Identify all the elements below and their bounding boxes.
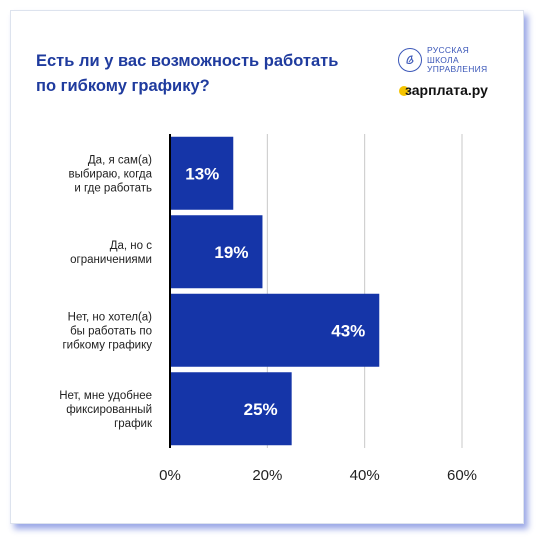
category-label-line: и где работать (74, 182, 152, 194)
category-label-line: фиксированный (66, 404, 152, 416)
category-label-0: Да, я сам(а) выбираю, когда и где работать (68, 154, 152, 194)
category-label-line: Нет, но хотел(а) (68, 311, 152, 323)
x-tick-label-0: 0% (159, 467, 181, 484)
rsu-emblem-icon (398, 48, 422, 73)
bar-3 (170, 372, 292, 446)
category-label-line: гибкому графику (62, 339, 152, 351)
bar-0 (170, 136, 234, 210)
category-label-line: график (114, 418, 153, 430)
category-label-line: выбираю, когда (68, 168, 152, 180)
bar-value-label-1: 19% (214, 243, 248, 262)
bar-value-label-3: 25% (244, 400, 278, 419)
category-label-line: Нет, мне удобнее (59, 390, 152, 402)
rsu-logo-line-1: РУССКАЯ (427, 45, 470, 55)
bar-value-label-0: 13% (185, 164, 219, 183)
bar-1 (170, 215, 263, 289)
zarplata-logo-text: зарплата.ру (405, 82, 488, 98)
zarplata-logo: зарплата.ру (399, 82, 488, 98)
zarplata-dot-icon (399, 86, 409, 96)
category-label-line: Да, я сам(а) (88, 154, 152, 166)
chart-title: Есть ли у вас возможность работать по ги… (36, 49, 376, 99)
chart-title-line-1: Есть ли у вас возможность работать (36, 52, 339, 70)
rsu-logo: РУССКАЯ ШКОЛА УПРАВЛЕНИЯ (398, 45, 488, 75)
category-label-2: Нет, но хотел(а) бы работать по гибкому гр… (62, 311, 152, 351)
category-label-3: Нет, мне удобнее фиксированный график (59, 390, 153, 430)
bar-2 (170, 293, 380, 367)
category-label-line: ограничениями (70, 254, 152, 266)
chart-title-line-2: по гибкому графику? (36, 77, 210, 95)
x-tick-label-2: 40% (350, 467, 380, 484)
bar-value-label-2: 43% (331, 321, 365, 340)
category-label-line: Да, но с (110, 240, 153, 252)
category-label-line: бы работать по (70, 325, 152, 337)
x-tick-label-1: 20% (252, 467, 282, 484)
category-label-1: Да, но с ограничениями (70, 240, 152, 266)
x-tick-label-3: 60% (447, 467, 477, 484)
rsu-logo-line-2: ШКОЛА (427, 54, 459, 65)
rsu-logo-line-3: УПРАВЛЕНИЯ (427, 64, 488, 74)
